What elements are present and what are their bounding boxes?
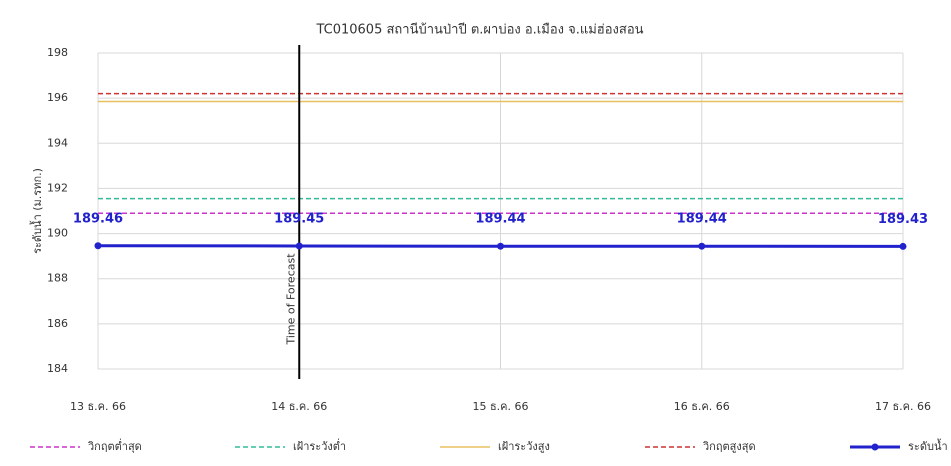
x-tick-label: 17 ธ.ค. 66 xyxy=(875,400,931,413)
x-tick-label: 14 ธ.ค. 66 xyxy=(271,400,327,413)
y-tick-label: 190 xyxy=(47,227,68,240)
legend-label: ระดับน้ำ xyxy=(908,438,948,453)
y-tick-label: 184 xyxy=(47,362,68,375)
y-tick-label: 198 xyxy=(47,46,68,59)
chart-title: TC010605 สถานีบ้านป่าปี ต.ผาบ่อง อ.เมือง… xyxy=(315,22,643,38)
point xyxy=(698,242,706,250)
point xyxy=(899,242,907,250)
legend-label: เฝ้าระวังสูง xyxy=(498,440,550,453)
point xyxy=(497,242,504,250)
data-label: 189.46 xyxy=(73,211,123,226)
legend-label: เฝ้าระวังต่ำ xyxy=(293,438,346,453)
y-tick-label: 188 xyxy=(47,272,68,285)
data-label: 189.44 xyxy=(475,212,525,227)
x-tick-label: 16 ธ.ค. 66 xyxy=(674,400,730,413)
legend-label: วิกฤตสูงสุด xyxy=(702,440,755,453)
data-label: 189.45 xyxy=(274,211,324,226)
point xyxy=(94,242,102,250)
x-tick-label: 15 ธ.ค. 66 xyxy=(472,400,528,413)
data-label: 189.44 xyxy=(677,212,727,227)
y-tick-label: 192 xyxy=(47,181,68,194)
point xyxy=(295,242,303,250)
data-label: 189.43 xyxy=(878,212,928,227)
forecast-label: Time of Forecast xyxy=(284,253,297,346)
y-axis-label: ระดับน้ำ (ม.รทก.) xyxy=(29,168,44,254)
legend-marker xyxy=(871,443,879,451)
y-tick-label: 196 xyxy=(47,91,68,104)
x-tick-label: 13 ธ.ค. 66 xyxy=(70,400,126,413)
legend-label: วิกฤตต่ำสุด xyxy=(87,438,142,453)
y-tick-label: 194 xyxy=(47,136,68,149)
y-tick-label: 186 xyxy=(47,317,68,330)
